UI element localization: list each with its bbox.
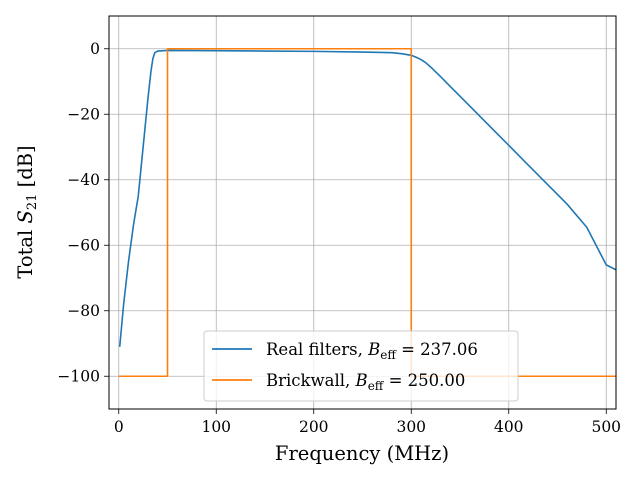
y-tick-label: 0	[90, 40, 100, 58]
x-tick-label: 0	[114, 418, 124, 436]
y-ticks: 0 −20 −40 −60 −80 −100	[57, 40, 109, 385]
legend-label-1: Brickwall, Beff = 250.00	[266, 371, 465, 393]
x-tick-label: 200	[299, 418, 329, 436]
x-axis-title: Frequency (MHz)	[275, 442, 449, 465]
legend-label-0: Real filters, Beff = 237.06	[266, 340, 478, 362]
y-tick-label: −20	[67, 105, 100, 123]
legend: Real filters, Beff = 237.06 Brickwall, Be…	[203, 330, 519, 402]
legend-prefix: Brickwall,	[266, 371, 356, 390]
legend-var: B	[355, 371, 368, 390]
legend-prefix: Real filters,	[266, 340, 368, 359]
y-tick-label: −100	[57, 367, 100, 385]
x-tick-label: 300	[396, 418, 426, 436]
legend-sub: eff	[380, 348, 397, 362]
legend-box	[203, 330, 519, 402]
legend-var: B	[367, 340, 380, 359]
plot-frame	[108, 15, 617, 410]
series-line-0	[118, 49, 616, 347]
series-line-1	[118, 47, 616, 378]
legend-sub: eff	[368, 379, 385, 393]
x-tick-label: 500	[591, 418, 621, 436]
y-axis-title: Total S21 [dB]	[14, 145, 40, 278]
x-tick-label: 100	[201, 418, 231, 436]
x-ticks: 0 100 200 300 400 500	[114, 409, 621, 436]
series-lines	[118, 47, 616, 378]
y-tick-label: −60	[67, 236, 100, 254]
legend-value: = 250.00	[383, 371, 465, 390]
legend-value: = 237.06	[396, 340, 478, 359]
y-tick-label: −80	[67, 302, 100, 320]
x-tick-label: 400	[494, 418, 524, 436]
y-tick-label: −40	[67, 171, 100, 189]
